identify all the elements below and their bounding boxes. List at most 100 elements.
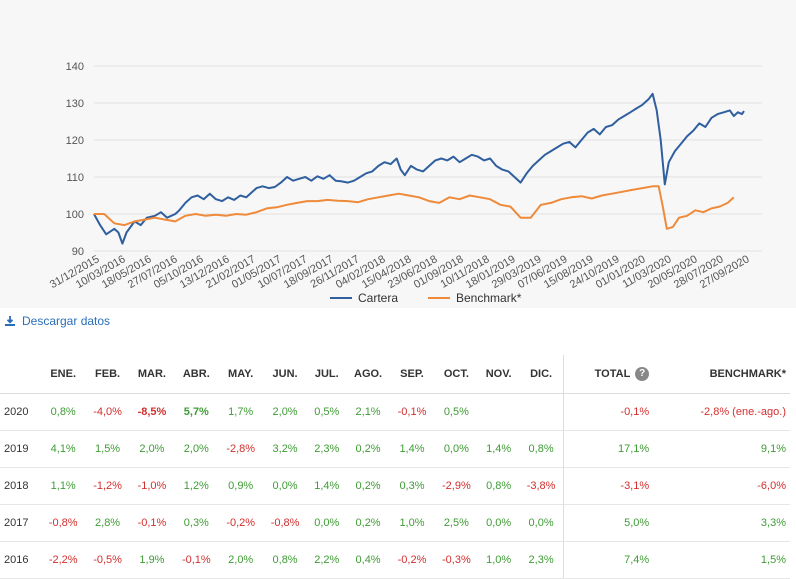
column-header-mar: MAR. xyxy=(129,355,175,394)
benchmark-return-cell: 3,3% xyxy=(659,504,790,542)
month-return-cell: -4,0% xyxy=(85,393,130,431)
total-return-cell: 17,1% xyxy=(563,430,660,468)
month-return-cell: -0,1% xyxy=(129,504,175,542)
month-return-cell: 1,0% xyxy=(389,504,435,542)
month-return-cell: 1,7% xyxy=(218,393,263,431)
row-year: 2020 xyxy=(0,393,41,431)
table-body: 2020 0,8% -4,0% -8,5% 5,7% 1,7% 2,0% 0,5% 2,1% -0… xyxy=(0,393,790,579)
y-tick-label: 130 xyxy=(66,98,84,110)
performance-line-chart: 9010011012013014031/12/201510/03/201618/… xyxy=(48,61,762,305)
month-return-cell: 0,8% xyxy=(518,430,564,468)
series-line-benchmark xyxy=(94,185,735,230)
row-year: 2019 xyxy=(0,430,41,468)
month-return-cell: 1,9% xyxy=(129,541,175,579)
month-return-cell: 0,2% xyxy=(346,467,390,505)
benchmark-return-cell: 1,5% xyxy=(659,541,790,579)
month-return-cell: 1,4% xyxy=(307,467,347,505)
month-return-cell: 2,2% xyxy=(307,541,347,579)
month-return-cell: 0,0% xyxy=(478,504,519,542)
month-return-cell: 2,0% xyxy=(129,430,175,468)
benchmark-return-cell: -2,8% (ene.-ago.) xyxy=(659,393,790,431)
month-return-cell: 1,4% xyxy=(389,430,435,468)
table-row: 2017 -0,8% 2,8% -0,1% 0,3% -0,2% -0,8% 0,0% 0,2%… xyxy=(0,504,790,542)
month-return-cell: 0,0% xyxy=(307,504,347,542)
month-return-cell: 1,0% xyxy=(478,541,519,579)
month-return-cell: 0,2% xyxy=(346,430,390,468)
column-header-jun: JUN. xyxy=(262,355,308,394)
month-return-cell: 0,8% xyxy=(478,467,519,505)
month-return-cell: -2,9% xyxy=(434,467,479,505)
month-return-cell: 2,3% xyxy=(307,430,347,468)
row-year: 2017 xyxy=(0,504,41,542)
column-header-ago: AGO. xyxy=(346,355,390,394)
month-return-cell: 5,7% xyxy=(174,393,219,431)
month-return-cell: 0,9% xyxy=(218,467,263,505)
total-return-cell: -3,1% xyxy=(563,467,660,505)
month-return-cell: 1,1% xyxy=(41,467,86,505)
month-return-cell: -8,5% xyxy=(129,393,175,431)
column-header-benchmark: BENCHMARK* xyxy=(659,355,790,394)
legend-label-benchmark: Benchmark* xyxy=(456,291,522,305)
month-return-cell: 0,4% xyxy=(346,541,390,579)
month-return-cell: 0,8% xyxy=(41,393,86,431)
month-return-cell: -0,8% xyxy=(262,504,308,542)
column-header-feb: FEB. xyxy=(85,355,130,394)
month-return-cell: 0,8% xyxy=(262,541,308,579)
series-line-cartera xyxy=(93,92,745,245)
download-data-link[interactable]: Descargar datos xyxy=(4,314,110,328)
month-return-cell: -0,2% xyxy=(389,541,435,579)
monthly-returns-table: ENE. FEB. MAR. ABR. MAY. JUN. JUL. AGO. SEP. OCT.… xyxy=(0,355,790,579)
month-return-cell: 1,5% xyxy=(85,430,130,468)
month-return-cell: -0,3% xyxy=(434,541,479,579)
row-year: 2016 xyxy=(0,541,41,579)
column-header-sep: SEP. xyxy=(389,355,435,394)
month-return-cell: -0,8% xyxy=(41,504,86,542)
download-data-label: Descargar datos xyxy=(22,314,111,328)
total-return-cell: 7,4% xyxy=(563,541,660,579)
chart-panel: 90 100 110 120 130 140 31/12/2015 10/03/2016 18/… xyxy=(47,61,762,305)
column-header-total: TOTAL ? xyxy=(563,355,660,394)
column-header-nov: NOV. xyxy=(478,355,519,394)
column-header-may: MAY. xyxy=(218,355,263,394)
month-return-cell: -0,1% xyxy=(389,393,435,431)
month-return-cell: -0,5% xyxy=(85,541,130,579)
table-row: 2016 -2,2% -0,5% 1,9% -0,1% 2,0% 0,8% 2,2% 0,4% -… xyxy=(0,541,790,579)
table-row: 2018 1,1% -1,2% -1,0% 1,2% 0,9% 0,0% 1,4% 0,2% 0,… xyxy=(0,467,790,505)
month-return-cell: 2,0% xyxy=(174,430,219,468)
month-return-cell: 0,5% xyxy=(434,393,479,431)
month-return-cell: -0,2% xyxy=(218,504,263,542)
month-return-cell: 2,8% xyxy=(85,504,130,542)
legend-label-cartera: Cartera xyxy=(358,291,398,305)
month-return-cell xyxy=(478,393,519,431)
month-return-cell: -1,0% xyxy=(129,467,175,505)
y-tick-label: 100 xyxy=(66,209,84,221)
month-return-cell: 1,4% xyxy=(478,430,519,468)
month-return-cell xyxy=(518,393,564,431)
month-return-cell: 0,0% xyxy=(434,430,479,468)
help-icon[interactable]: ? xyxy=(635,367,650,381)
month-return-cell: -0,1% xyxy=(174,541,219,579)
month-return-cell: 4,1% xyxy=(41,430,86,468)
column-header-abr: ABR. xyxy=(174,355,219,394)
month-return-cell: 2,5% xyxy=(434,504,479,542)
month-return-cell: 2,3% xyxy=(518,541,564,579)
month-return-cell: 0,0% xyxy=(262,467,308,505)
benchmark-return-cell: 9,1% xyxy=(659,430,790,468)
month-return-cell: 0,3% xyxy=(389,467,435,505)
download-icon xyxy=(5,316,15,326)
table-header-row: ENE. FEB. MAR. ABR. MAY. JUN. JUL. AGO. SEP. OCT.… xyxy=(0,355,790,394)
month-return-cell: -2,8% xyxy=(218,430,263,468)
month-return-cell: 3,2% xyxy=(262,430,308,468)
table-row: 2020 0,8% -4,0% -8,5% 5,7% 1,7% 2,0% 0,5% 2,1% -0… xyxy=(0,393,790,431)
month-return-cell: 2,1% xyxy=(346,393,390,431)
month-return-cell: 0,3% xyxy=(174,504,219,542)
column-header-oct: OCT. xyxy=(434,355,479,394)
row-year: 2018 xyxy=(0,467,41,505)
month-return-cell: 1,2% xyxy=(174,467,219,505)
month-return-cell: -1,2% xyxy=(85,467,130,505)
y-tick-label: 110 xyxy=(66,172,84,184)
benchmark-return-cell: -6,0% xyxy=(659,467,790,505)
month-return-cell: -2,2% xyxy=(41,541,86,579)
table-row: 2019 4,1% 1,5% 2,0% 2,0% -2,8% 3,2% 2,3% 0,2% 1,4… xyxy=(0,430,790,468)
month-return-cell: 2,0% xyxy=(262,393,308,431)
